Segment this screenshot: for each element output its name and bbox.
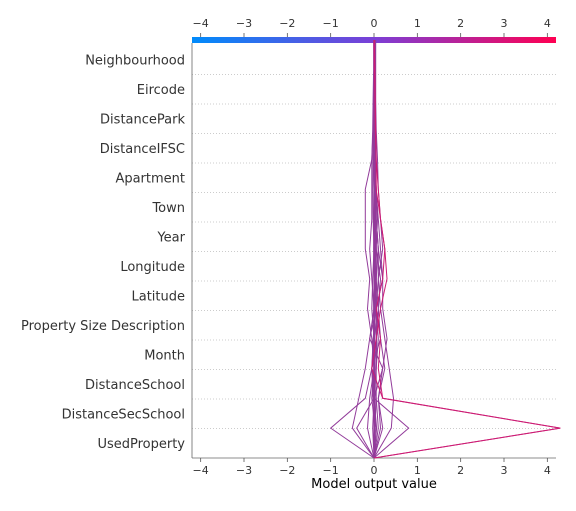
bottom-tick-label: −4 (193, 464, 209, 477)
decision-path (352, 40, 374, 458)
top-tick-label: 4 (544, 17, 551, 30)
feature-label: Property Size Description (21, 319, 185, 334)
decision-path (374, 40, 394, 458)
decision-paths (331, 40, 561, 458)
bottom-tick-label: 2 (457, 464, 464, 477)
top-axis: −4 −3 −2 −1 0 1 2 3 4 (193, 17, 551, 37)
top-tick-label: 0 (371, 17, 378, 30)
top-tick-label: −2 (279, 17, 295, 30)
top-tick-label: −4 (193, 17, 209, 30)
feature-label: DistanceIFSC (100, 142, 185, 157)
top-tick-label: 2 (457, 17, 464, 30)
top-tick-label: 3 (501, 17, 508, 30)
feature-label: Month (144, 349, 185, 364)
feature-labels: Neighbourhood Eircode DistancePark Distance… (21, 54, 186, 453)
feature-label: Longitude (120, 260, 185, 275)
feature-label: Eircode (137, 83, 185, 98)
feature-label: DistancePark (100, 113, 185, 128)
feature-label: Year (156, 231, 185, 246)
x-axis-label: Model output value (311, 477, 437, 492)
decision-path (372, 40, 409, 458)
bottom-tick-label: −2 (279, 464, 295, 477)
top-tick-label: 1 (414, 17, 421, 30)
top-tick-label: −3 (236, 17, 252, 30)
bottom-tick-label: −3 (236, 464, 252, 477)
feature-label: Apartment (115, 172, 185, 187)
feature-label: DistanceSecSchool (62, 408, 185, 423)
feature-label: Town (151, 201, 185, 216)
bottom-tick-label: 4 (544, 464, 551, 477)
top-tick-label: −1 (323, 17, 339, 30)
feature-label: UsedProperty (97, 437, 185, 452)
decision-path (374, 40, 560, 458)
bottom-tick-label: 1 (414, 464, 421, 477)
feature-label: DistanceSchool (85, 378, 185, 393)
feature-label: Neighbourhood (85, 54, 185, 69)
bottom-tick-label: 3 (501, 464, 508, 477)
bottom-tick-label: 0 (371, 464, 378, 477)
bottom-tick-label: −1 (323, 464, 339, 477)
feature-label: Latitude (131, 290, 185, 305)
decision-path (372, 40, 561, 458)
